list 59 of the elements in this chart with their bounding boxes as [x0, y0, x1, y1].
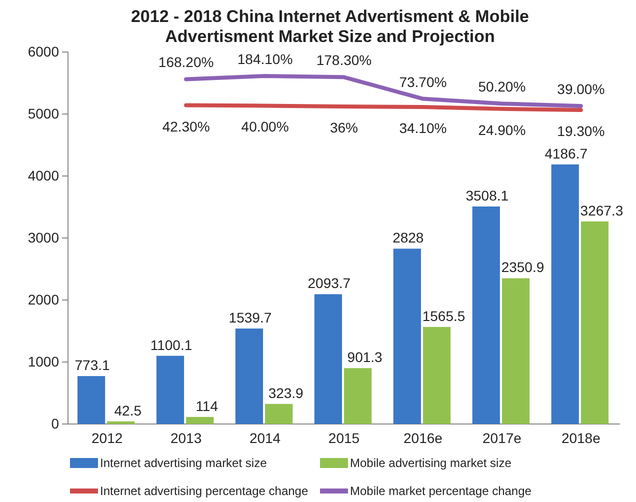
data-label: 42.5 [114, 402, 142, 418]
bar [107, 421, 135, 424]
data-label: 34.10% [399, 120, 447, 136]
x-tick-label: 2013 [170, 430, 202, 446]
bar [265, 404, 293, 424]
bar [156, 356, 184, 424]
bar [344, 368, 372, 424]
legend-label: Mobile advertising market size [350, 456, 512, 470]
y-tick-label: 0 [51, 415, 60, 432]
data-label: 1565.5 [422, 308, 466, 324]
x-tick-label: 2017e [482, 430, 522, 446]
data-label: 2350.9 [501, 259, 544, 276]
data-label: 24.90% [478, 122, 526, 138]
data-label: 39.00% [557, 80, 605, 97]
bar [472, 206, 500, 424]
y-tick-label: 4000 [28, 167, 60, 184]
bar [422, 326, 451, 424]
x-tick-label: 2014 [249, 430, 281, 446]
data-label: 4186.7 [544, 145, 588, 162]
y-tick-label: 5000 [28, 105, 60, 122]
bar [580, 221, 609, 424]
x-tick-label: 2015 [328, 430, 360, 446]
data-label: 2828 [392, 230, 424, 246]
data-label: 184.10% [237, 50, 293, 67]
data-label: 178.30% [316, 52, 372, 68]
data-label: 901.3 [347, 349, 383, 366]
x-tick-label: 2016e [404, 430, 443, 446]
data-label: 114 [196, 398, 218, 414]
data-label: 1100.1 [150, 336, 192, 353]
bar [235, 328, 264, 424]
y-tick-label: 3000 [28, 229, 60, 246]
bar [393, 248, 421, 424]
data-label: 3508.1 [466, 188, 509, 204]
data-label: 73.70% [399, 74, 447, 90]
data-label: 50.20% [478, 78, 526, 95]
chart-title: 2012 - 2018 China Internet Advertisment & Mobile Advertisment Market Size and Projection [130, 7, 530, 46]
bar [502, 278, 530, 424]
data-label: 19.30% [557, 123, 605, 140]
y-tick-label: 6000 [28, 43, 60, 60]
data-label: 3267.3 [580, 202, 624, 218]
bar [77, 376, 106, 424]
x-tick-label: 2012 [92, 430, 123, 446]
bar [186, 416, 214, 424]
bar [551, 164, 579, 424]
data-label: 2093.7 [308, 275, 351, 292]
legend-label: Internet advertising market size [100, 456, 268, 470]
legend-label: Internet advertising percentage change [100, 484, 308, 498]
y-tick-label: 2000 [28, 291, 60, 308]
data-label: 36% [330, 120, 358, 136]
legend-label: Mobile market percentage change [350, 484, 532, 498]
bar [314, 294, 342, 424]
data-label: 168.20% [158, 54, 214, 70]
data-label: 40.00% [241, 118, 289, 135]
data-label: 323.9 [268, 384, 304, 401]
data-label: 773.1 [74, 357, 110, 374]
y-tick-label: 1000 [28, 353, 60, 370]
data-label: 42.30% [162, 118, 210, 134]
x-tick-label: 2018e [561, 430, 601, 446]
data-label: 1539.7 [228, 310, 272, 326]
